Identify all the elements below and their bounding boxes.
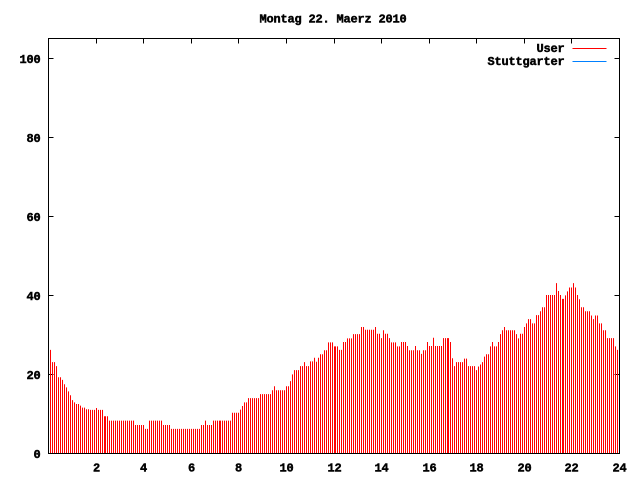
svg-text:22: 22 bbox=[564, 462, 578, 476]
svg-text:24: 24 bbox=[612, 462, 626, 476]
svg-text:User: User bbox=[536, 42, 564, 56]
svg-text:6: 6 bbox=[188, 462, 195, 476]
svg-text:60: 60 bbox=[26, 211, 40, 225]
svg-text:Montag 22. Maerz 2010: Montag 22. Maerz 2010 bbox=[259, 13, 406, 27]
svg-text:18: 18 bbox=[469, 462, 483, 476]
svg-text:20: 20 bbox=[26, 369, 40, 383]
svg-text:10: 10 bbox=[279, 462, 293, 476]
svg-text:40: 40 bbox=[26, 290, 40, 304]
svg-text:12: 12 bbox=[327, 462, 341, 476]
svg-text:Stuttgarter: Stuttgarter bbox=[487, 55, 564, 69]
svg-text:0: 0 bbox=[33, 448, 40, 462]
svg-text:16: 16 bbox=[422, 462, 436, 476]
svg-text:100: 100 bbox=[19, 53, 40, 67]
svg-text:80: 80 bbox=[26, 132, 40, 146]
svg-text:8: 8 bbox=[235, 462, 242, 476]
svg-text:14: 14 bbox=[374, 462, 388, 476]
svg-text:2: 2 bbox=[93, 462, 100, 476]
svg-text:20: 20 bbox=[517, 462, 531, 476]
svg-text:4: 4 bbox=[140, 462, 147, 476]
